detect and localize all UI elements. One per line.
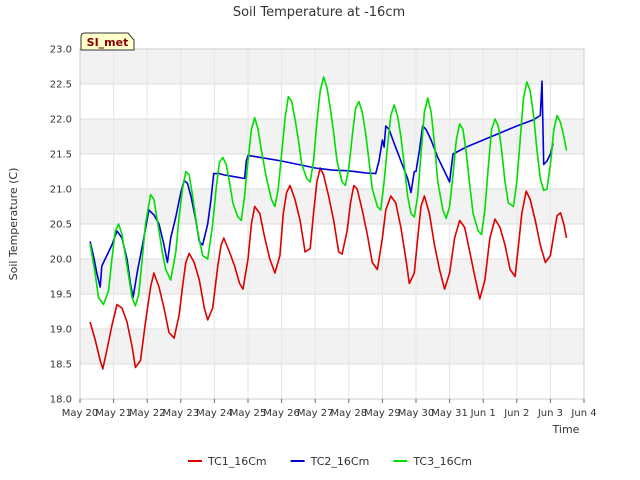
legend-label: TC1_16Cm: [207, 455, 267, 468]
x-axis-label: Time: [552, 423, 580, 436]
background-band: [80, 49, 584, 84]
series-lines: [89, 76, 568, 370]
y-tick-label: 21.5: [50, 150, 72, 161]
y-axis-ticks: 18.0 18.5 19.0 19.5 20.0 20.5 21.0 21.5 22.0 22.5…: [50, 45, 72, 406]
x-tick-label: May 25: [230, 408, 267, 419]
x-tick-label: May 24: [196, 408, 233, 419]
legend-label: TC3_16Cm: [412, 455, 472, 468]
badge-background: [80, 32, 135, 51]
plot-frame: [79, 48, 585, 400]
badge-label: SI_met: [87, 36, 129, 49]
y-tick-label: 20.0: [50, 255, 72, 266]
x-tick-label: May 21: [95, 408, 132, 419]
legend-label: TC2_16Cm: [310, 455, 370, 468]
x-tick-label: Jun 1: [470, 408, 496, 419]
y-tick-label: 18.5: [50, 360, 72, 371]
background-band: [80, 294, 584, 329]
series-line-tc1-16cm: [89, 167, 568, 370]
background-band: [80, 189, 584, 224]
y-tick-label: 21.0: [50, 185, 72, 196]
y-axis-label: Soil Temperature (C): [7, 168, 20, 281]
x-tick-label: May 28: [331, 408, 368, 419]
x-tick-label: May 27: [297, 408, 334, 419]
x-tick-label: May 23: [163, 408, 200, 419]
background-band: [80, 154, 584, 189]
y-tick-label: 22.0: [50, 115, 72, 126]
x-tick-label: May 22: [129, 408, 166, 419]
y-tick-label: 19.0: [50, 325, 72, 336]
x-tick-label: May 26: [263, 408, 300, 419]
y-tick-label: 19.5: [50, 290, 72, 301]
chart-title: Soil Temperature at -16cm: [233, 5, 405, 20]
x-tick-label: May 30: [398, 408, 435, 419]
background-band: [80, 84, 584, 119]
y-tick-label: 18.0: [50, 395, 72, 406]
x-tick-label: May 31: [431, 408, 468, 419]
y-tick-label: 20.5: [50, 220, 72, 231]
background-band: [80, 329, 584, 364]
background-band: [80, 224, 584, 259]
series-line-tc3-16cm: [89, 76, 568, 307]
plot-background-bands: [80, 49, 584, 399]
site-badge: SI_met: [80, 32, 135, 51]
y-tick-label: 23.0: [50, 45, 72, 56]
x-tick-label: May 20: [62, 408, 99, 419]
legend: TC1_16Cm TC2_16Cm TC3_16Cm: [188, 455, 472, 468]
y-tick-label: 22.5: [50, 80, 72, 91]
x-tick-label: Jun 4: [570, 408, 596, 419]
x-tick-label: Jun 2: [503, 408, 529, 419]
series-line-tc2-16cm: [89, 80, 554, 299]
x-tick-label: Jun 3: [537, 408, 563, 419]
background-band: [80, 364, 584, 399]
x-tick-label: May 29: [364, 408, 401, 419]
